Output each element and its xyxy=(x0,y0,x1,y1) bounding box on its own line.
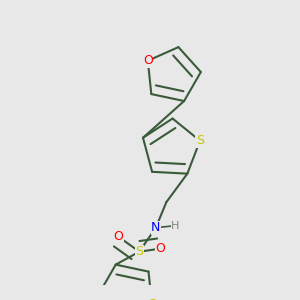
Text: H: H xyxy=(171,221,179,231)
Text: S: S xyxy=(196,134,204,147)
Text: O: O xyxy=(113,230,123,243)
Text: O: O xyxy=(143,54,153,67)
Text: O: O xyxy=(155,242,165,255)
Text: N: N xyxy=(151,221,160,234)
Text: S: S xyxy=(135,245,143,258)
Text: S: S xyxy=(148,298,156,300)
